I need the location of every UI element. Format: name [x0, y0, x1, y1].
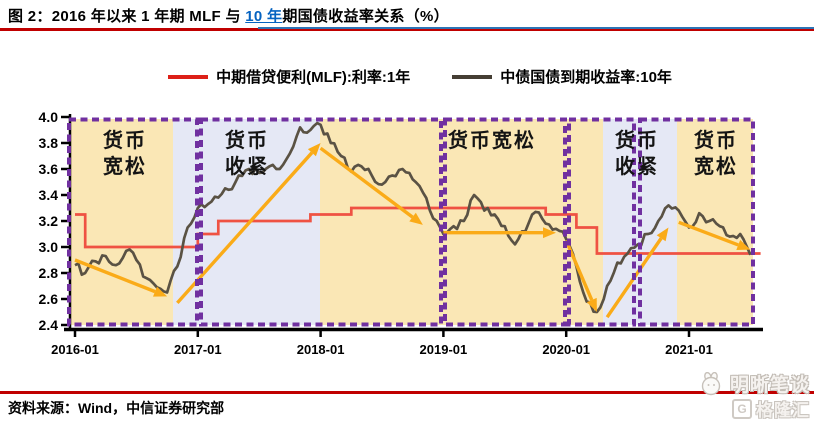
mlf-line-swatch: [168, 74, 209, 79]
shade-band-yellow: [320, 119, 603, 325]
region-label: 货币: [694, 128, 738, 152]
mlf-rate-line: [75, 206, 761, 255]
region-label: 宽松: [103, 154, 147, 178]
gelonghui-logo-icon: G: [732, 398, 752, 419]
figure-title: 图 2：2016 年以来 1 年期 MLF 与 10 年期国债收益率关系（%）: [8, 5, 449, 26]
y-tick-label: 3.2: [39, 213, 59, 229]
region-label: 货币: [103, 128, 147, 152]
legend: 中期借贷便利(MLF):利率:1年 中债国债到期收益率:10年: [13, 66, 814, 87]
trend-arrow: [319, 146, 414, 219]
y-tick-label: 3.0: [39, 239, 59, 255]
region-label: 收紧: [615, 154, 659, 178]
x-tick-label: 2016-01: [51, 342, 99, 357]
region-label: 宽松: [694, 154, 738, 178]
x-tick-label: 2018-01: [297, 342, 345, 357]
region-label: 收紧: [225, 154, 269, 178]
trend-arrowhead: [656, 227, 669, 242]
rabbit-icon: [701, 371, 721, 395]
x-tick-label: 2021-01: [665, 342, 713, 357]
bond-line-swatch: [452, 74, 493, 79]
trend-arrowhead: [153, 286, 168, 297]
watermark-gelonghui: G 格隆汇: [732, 396, 810, 421]
policy-box: [67, 117, 199, 327]
y-tick-label: 2.4: [39, 317, 59, 333]
region-label: 货币宽松: [448, 128, 536, 152]
y-tick-label: 2.8: [39, 265, 59, 281]
legend-item-mlf: 中期借贷便利(MLF):利率:1年: [168, 66, 410, 87]
y-tick-label: 4.0: [39, 109, 59, 125]
trend-arrowhead: [736, 239, 751, 250]
watermark-mingxibitan-text: 明晰笔谈: [729, 375, 810, 396]
figure-title-suffix: 期国债收益率关系（%）: [282, 8, 449, 25]
trend-arrow: [176, 151, 314, 305]
policy-rate-chart: 4.0 3.8 3.6 3.4 3.2 3.0 2.8 2.6 2.4 2016-01 2017-0…: [39, 109, 763, 357]
region-label: 货币: [225, 128, 269, 152]
x-tick-label: 2017-01: [174, 342, 222, 357]
source-rule: [0, 391, 814, 394]
y-tick-label: 3.8: [39, 135, 59, 151]
policy-box: [567, 117, 636, 327]
trend-arrowhead: [307, 143, 321, 157]
legend-label-bond: 中债国债到期收益率:10年: [500, 69, 672, 86]
figure-title-prefix: 图 2：2016 年以来 1 年期 MLF 与: [8, 8, 246, 25]
title-10y-link[interactable]: 10 年: [245, 8, 283, 25]
trend-arrowhead: [586, 297, 597, 312]
title-rule-blue: [258, 27, 814, 29]
trend-arrowhead: [409, 212, 423, 225]
policy-box: [443, 117, 567, 327]
trend-arrow: [74, 258, 156, 294]
watermark-gelonghui-text: 格隆汇: [756, 401, 810, 420]
title-rule-red: [0, 28, 814, 31]
source-text: 资料来源：Wind，中信证券研究部: [8, 400, 225, 416]
y-tick-label: 3.6: [39, 161, 59, 177]
bond-yield-line: [74, 121, 752, 314]
y-tick-label: 3.4: [39, 187, 59, 203]
watermark-mingxibitan: 明晰笔谈: [699, 370, 810, 397]
legend-item-bond: 中债国债到期收益率:10年: [452, 66, 672, 87]
x-tick-label: 2019-01: [420, 342, 468, 357]
policy-box: [638, 117, 755, 327]
x-tick-label: 2020-01: [542, 342, 590, 357]
y-tick-label: 2.6: [39, 291, 59, 307]
legend-label-mlf: 中期借贷便利(MLF):利率:1年: [216, 69, 411, 86]
policy-box: [199, 117, 443, 327]
trend-arrow: [678, 220, 739, 247]
region-label: 货币: [615, 128, 659, 152]
trend-arrowhead: [543, 227, 556, 239]
